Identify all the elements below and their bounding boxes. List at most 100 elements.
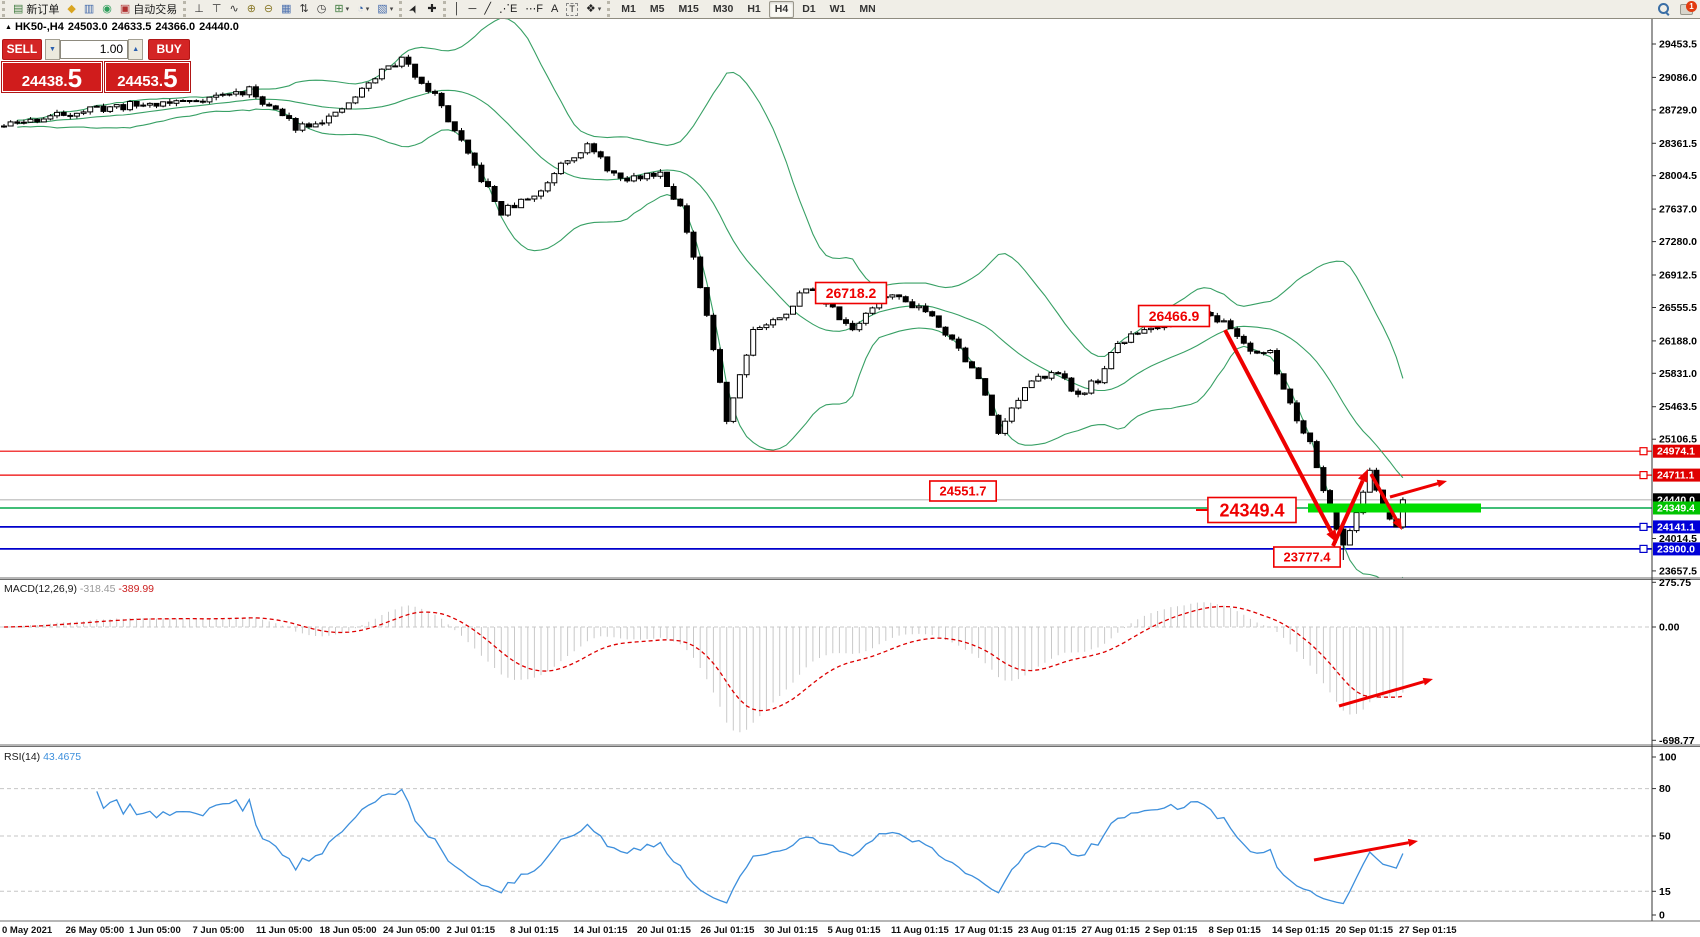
line-chart-button[interactable]: ∿: [226, 2, 241, 17]
rsi-panel[interactable]: [0, 788, 1652, 905]
add-indicator-button[interactable]: ⊞ ▾: [331, 2, 352, 17]
annotation-arrowhead: [1392, 518, 1402, 530]
trendline-icon: ╱: [484, 2, 491, 15]
notifications-button[interactable]: 1: [1680, 1, 1697, 15]
price-badge-label: 24711.1: [1657, 470, 1695, 482]
trendline-button[interactable]: ╱: [481, 2, 494, 17]
annotation-arrow[interactable]: [1313, 841, 1409, 862]
text-button[interactable]: A: [548, 2, 561, 17]
volume-decrease-button[interactable]: ▼: [44, 38, 61, 60]
main-price-panel[interactable]: [0, 18, 1652, 584]
price-badge: [1653, 520, 1700, 534]
level-line-handle[interactable]: [1639, 522, 1648, 532]
price-badge-label: 24974.1: [1657, 446, 1695, 458]
sound-alert-icon: ◆: [67, 2, 76, 15]
zoom-in-button[interactable]: ⊕: [244, 2, 259, 17]
autotrading-button[interactable]: ▣ 自动交易: [117, 2, 180, 17]
buy-price-int: 24453: [117, 73, 159, 90]
price-annotation-box[interactable]: [928, 480, 997, 502]
fibonacci-button[interactable]: ⋯F: [522, 2, 546, 17]
annotation-arrow[interactable]: [1389, 482, 1439, 499]
chart-close-value: 24440.0: [199, 21, 239, 33]
price-badge: [1653, 501, 1700, 515]
horizontal-line-button[interactable]: ─: [466, 2, 480, 17]
timeframe-button-h1[interactable]: H1: [747, 2, 761, 15]
new-order-button[interactable]: ▤ 新订单: [10, 2, 62, 17]
auto-arrange-button[interactable]: ⇅: [297, 2, 312, 17]
timeframe-button-mn[interactable]: MN: [859, 2, 876, 15]
time-axis[interactable]: 0 May 2021 26 May 05:00 1 Jun 05:00 7 Jun 0…: [2, 925, 1457, 936]
level-line-handle[interactable]: [1639, 447, 1648, 456]
chevron-down-icon[interactable]: ▾: [345, 6, 350, 13]
text-label-button[interactable]: T: [563, 2, 581, 17]
time-axis-label: 11 Jun 05:00: [256, 925, 313, 936]
price-annotation-box[interactable]: [1273, 546, 1342, 568]
timeframe-button-h4[interactable]: H4: [768, 0, 795, 18]
shapes-button[interactable]: ❖ ▾: [583, 2, 604, 17]
schedule-button[interactable]: ◷: [314, 2, 330, 17]
price-badge: [1653, 444, 1700, 458]
crosshair-button[interactable]: ✚: [424, 2, 439, 17]
candlestick-chart-button[interactable]: ⊤: [209, 2, 225, 17]
chevron-down-icon[interactable]: ▾: [365, 6, 370, 13]
annotation-arrow[interactable]: [1338, 680, 1425, 708]
time-axis-label: 2 Sep 01:15: [1145, 925, 1198, 936]
buy-price-display[interactable]: 24453. 5: [103, 61, 192, 93]
timeframe-button-d1[interactable]: D1: [802, 2, 816, 15]
chevron-down-icon[interactable]: ▾: [389, 6, 394, 13]
search-icon[interactable]: [1658, 3, 1670, 16]
buy-price-frac: 5: [163, 63, 178, 93]
level-line-handle[interactable]: [1639, 544, 1648, 554]
macd-panel[interactable]: [0, 602, 1652, 733]
volume-increase-button[interactable]: ▲: [128, 38, 144, 60]
price-annotation-box[interactable]: [1137, 304, 1211, 328]
period-menu-button[interactable]: ◔ ▾: [354, 2, 372, 17]
vertical-line-button[interactable]: │: [451, 2, 464, 17]
chart-title-bar: ▲ HK50-,H4 24503.0 24633.5 24366.0 24440.0: [5, 21, 243, 33]
toolbar-group-2: ➤ ✚: [399, 1, 440, 17]
tile-windows-button[interactable]: ▦: [278, 2, 294, 17]
price-axis-tick: 28729.0: [1659, 104, 1697, 116]
chevron-down-icon[interactable]: ▾: [597, 6, 602, 13]
add-indicator-icon: ⊞: [334, 2, 344, 15]
zoom-out-button[interactable]: ⊖: [261, 2, 276, 17]
annotation-arrow[interactable]: [1331, 479, 1365, 547]
buy-button[interactable]: BUY: [148, 38, 190, 60]
price-annotation-label: 26466.9: [1149, 308, 1200, 324]
annotation-arrow[interactable]: [1369, 473, 1399, 522]
timeframe-button-m1[interactable]: M1: [621, 2, 636, 15]
time-axis-label: 18 Jun 05:00: [320, 925, 377, 936]
timeframe-button-m30[interactable]: M30: [712, 2, 734, 15]
sound-alert-button[interactable]: ◆: [64, 2, 78, 17]
signal-button[interactable]: ◉: [99, 2, 115, 17]
autotrading-icon: ▣: [119, 2, 131, 15]
timeframe-button-m5[interactable]: M5: [649, 2, 665, 15]
macd-axis[interactable]: 275.75 0.00 -698.77: [1652, 577, 1695, 747]
new-order-icon: ▤: [13, 2, 24, 15]
highlight-band[interactable]: [1308, 503, 1481, 513]
mailbox-button[interactable]: ▥: [81, 2, 97, 17]
timeframe-button-w1[interactable]: W1: [829, 2, 846, 15]
bar-chart-button[interactable]: ⊥: [191, 2, 207, 17]
rsi-axis[interactable]: 100 80 50 15 0: [1652, 752, 1677, 922]
price-axis[interactable]: 29453.5 29086.0 28729.0 28361.5 28004.5 27637…: [1652, 39, 1700, 578]
price-annotation-box[interactable]: [1207, 496, 1297, 524]
annotation-arrow[interactable]: [1223, 329, 1333, 533]
bar-chart-icon: ⊥: [194, 2, 204, 15]
sell-price-display[interactable]: 24438. 5: [1, 61, 103, 93]
price-badge-label: 24349.4: [1657, 503, 1695, 515]
cursor-button[interactable]: ➤: [407, 2, 422, 17]
level-line-handle[interactable]: [1639, 471, 1648, 480]
price-axis-tick: 25831.0: [1659, 368, 1697, 380]
chart-high-value: 24633.5: [111, 21, 152, 33]
price-annotation-box[interactable]: [814, 281, 888, 305]
equidistant-channel-button[interactable]: ⋰E: [496, 2, 520, 17]
volume-input[interactable]: [60, 39, 129, 59]
timeframe-button-m15[interactable]: M15: [678, 2, 699, 15]
candlestick-series: [1, 54, 1406, 560]
sell-button[interactable]: SELL: [2, 38, 42, 60]
time-axis-label: 8 Jul 01:15: [510, 925, 559, 936]
chart-expand-icon[interactable]: ▲: [5, 24, 12, 31]
template-button[interactable]: ▧ ▾: [374, 2, 396, 17]
